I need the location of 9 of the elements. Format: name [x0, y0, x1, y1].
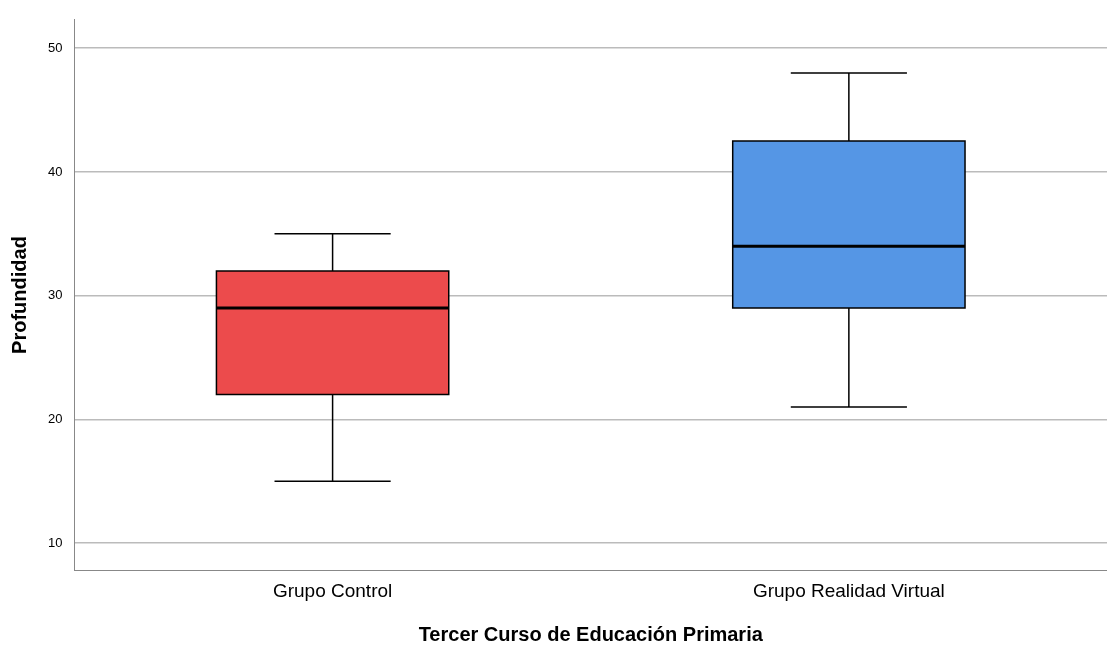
x-tick-label: Grupo Realidad Virtual: [752, 579, 945, 601]
x-tick-label: Grupo Control: [272, 579, 393, 601]
x-axis-title: Tercer Curso de Educación Primaria: [418, 622, 764, 645]
y-tick-label: 40: [47, 163, 63, 179]
y-axis-title: Profundidad: [7, 236, 30, 354]
y-tick-label: 30: [47, 287, 63, 303]
y-tick-label: 10: [47, 534, 63, 550]
y-tick-label: 20: [47, 410, 63, 426]
y-tick-label: 50: [47, 39, 63, 55]
